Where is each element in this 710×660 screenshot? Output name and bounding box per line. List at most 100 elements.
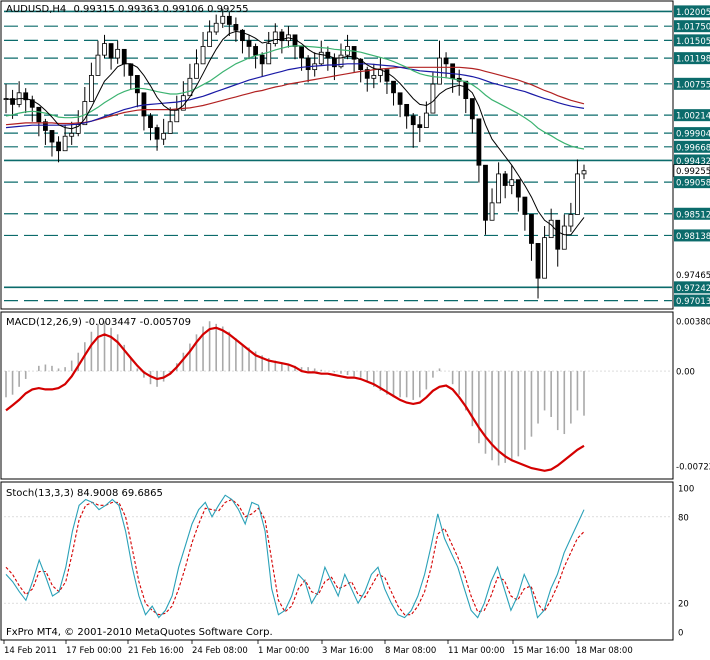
candle-body [496,173,502,204]
price-tick-label: 0.98512 [676,210,710,220]
stoch-tick-label: 80 [678,513,689,523]
price-tick-label: 1.01198 [676,55,710,65]
candle-body [450,63,456,79]
price-level-box [674,294,710,307]
ohlc-values: 0.99315 0.99363 0.99106 0.99255 [73,4,248,15]
macd-tick-label: 0.00380 [676,318,710,328]
candle-body [397,92,403,105]
price-tick-label: 0.97013 [676,297,710,307]
time-axis: 14 Feb 2011 17 Feb 00:00 21 Feb 16:00 24 Fe… [3,640,633,656]
candle-body [240,29,245,42]
price-level-box [674,207,710,220]
price-tick-label: 1.01505 [676,37,710,47]
candle-body [529,214,534,244]
candle-body [542,237,547,279]
candle-body [108,43,114,59]
price-level-box [674,140,710,153]
price-level-box [674,52,710,65]
price-level-box [674,109,710,122]
ma-black-line [5,30,585,236]
macd-signal-line [5,326,585,472]
candle-body [161,132,167,140]
time-tick-label: 11 Mar 00:00 [448,646,505,656]
candle-body [581,170,587,175]
copyright-text: FxPro MT4, © 2001-2010 MetaQuotes Softwa… [6,627,273,638]
candle-body [489,202,495,221]
candle-body [351,46,357,60]
candle-body [115,48,121,59]
price-level-box [674,229,710,242]
macd-indicator: 0.00380 0.00 -0.00722 [4,318,710,472]
price-tick-label: 0.98138 [676,232,710,242]
candle-body [95,54,101,76]
candle-body [318,51,324,65]
candle-body [443,57,449,65]
candle-body [69,132,75,137]
price-tick-label: 1.00755 [676,80,710,90]
price-level-box [674,127,710,140]
macd-tick-label: 0.00 [676,368,695,378]
candle-body [128,63,134,76]
candle-body [555,219,561,250]
candle-body [194,63,199,79]
time-tick-label: 18 Mar 08:00 [576,646,633,656]
candle-body [515,179,521,198]
candle-body [404,103,410,117]
candle-body [43,121,48,131]
candle-body [29,99,35,108]
stochastic-indicator: 100 80 20 0 [4,485,694,639]
candle-body [279,31,285,42]
candle-body [56,141,61,152]
candle-body [207,31,213,47]
candle-body [371,75,377,79]
candle-body [463,80,469,99]
stoch-tick-label: 0 [678,629,683,639]
price-level-box [674,20,710,33]
candle-body [88,75,94,102]
candle-body [430,83,436,114]
candle-body [358,58,364,71]
macd-tick-label: -0.00722 [676,462,710,472]
time-tick-label: 24 Feb 08:00 [192,646,248,656]
ma-blue-line [5,63,585,129]
candle-body [522,196,528,215]
candle-body [36,106,42,123]
candle-body [167,121,173,134]
price-level-box [674,34,710,47]
price-level-box [674,281,710,294]
stoch-label: Stoch(13,3,3) 84.9008 69.6865 [6,488,163,499]
candle-body [384,69,390,82]
candle-body [102,43,107,56]
time-tick-label: 17 Feb 00:00 [66,646,122,656]
candle-body [417,124,423,128]
candle-body [437,57,442,85]
candle-body [509,179,515,186]
candle-body [134,75,140,94]
candle-body [548,219,554,239]
price-tick-label: 0.99904 [676,130,710,140]
price-level-box [674,5,710,18]
stoch-main-line [5,494,585,619]
candle-body [259,54,265,65]
macd-label: MACD(12,26,9) -0.003447 -0.005709 [6,317,191,328]
stoch-tick-label: 100 [678,485,694,495]
ma-red-line [5,66,585,126]
price-level-box [674,154,710,167]
time-tick-label: 8 Mar 08:00 [385,646,436,656]
candle-body [154,127,160,140]
candle-body [220,15,226,24]
candle-body [10,98,15,105]
price-tick-label: 1.01750 [676,23,710,33]
candle-body [253,46,258,56]
candle-body [62,135,68,152]
candle-body [200,46,206,65]
candle-body [246,40,252,47]
price-tick-label: 0.99255 [676,167,710,177]
candle-body [568,214,574,227]
candle-body [391,80,396,94]
candle-body [502,173,508,186]
candle-body [213,22,219,33]
price-tick-label: 0.99432 [676,157,710,167]
